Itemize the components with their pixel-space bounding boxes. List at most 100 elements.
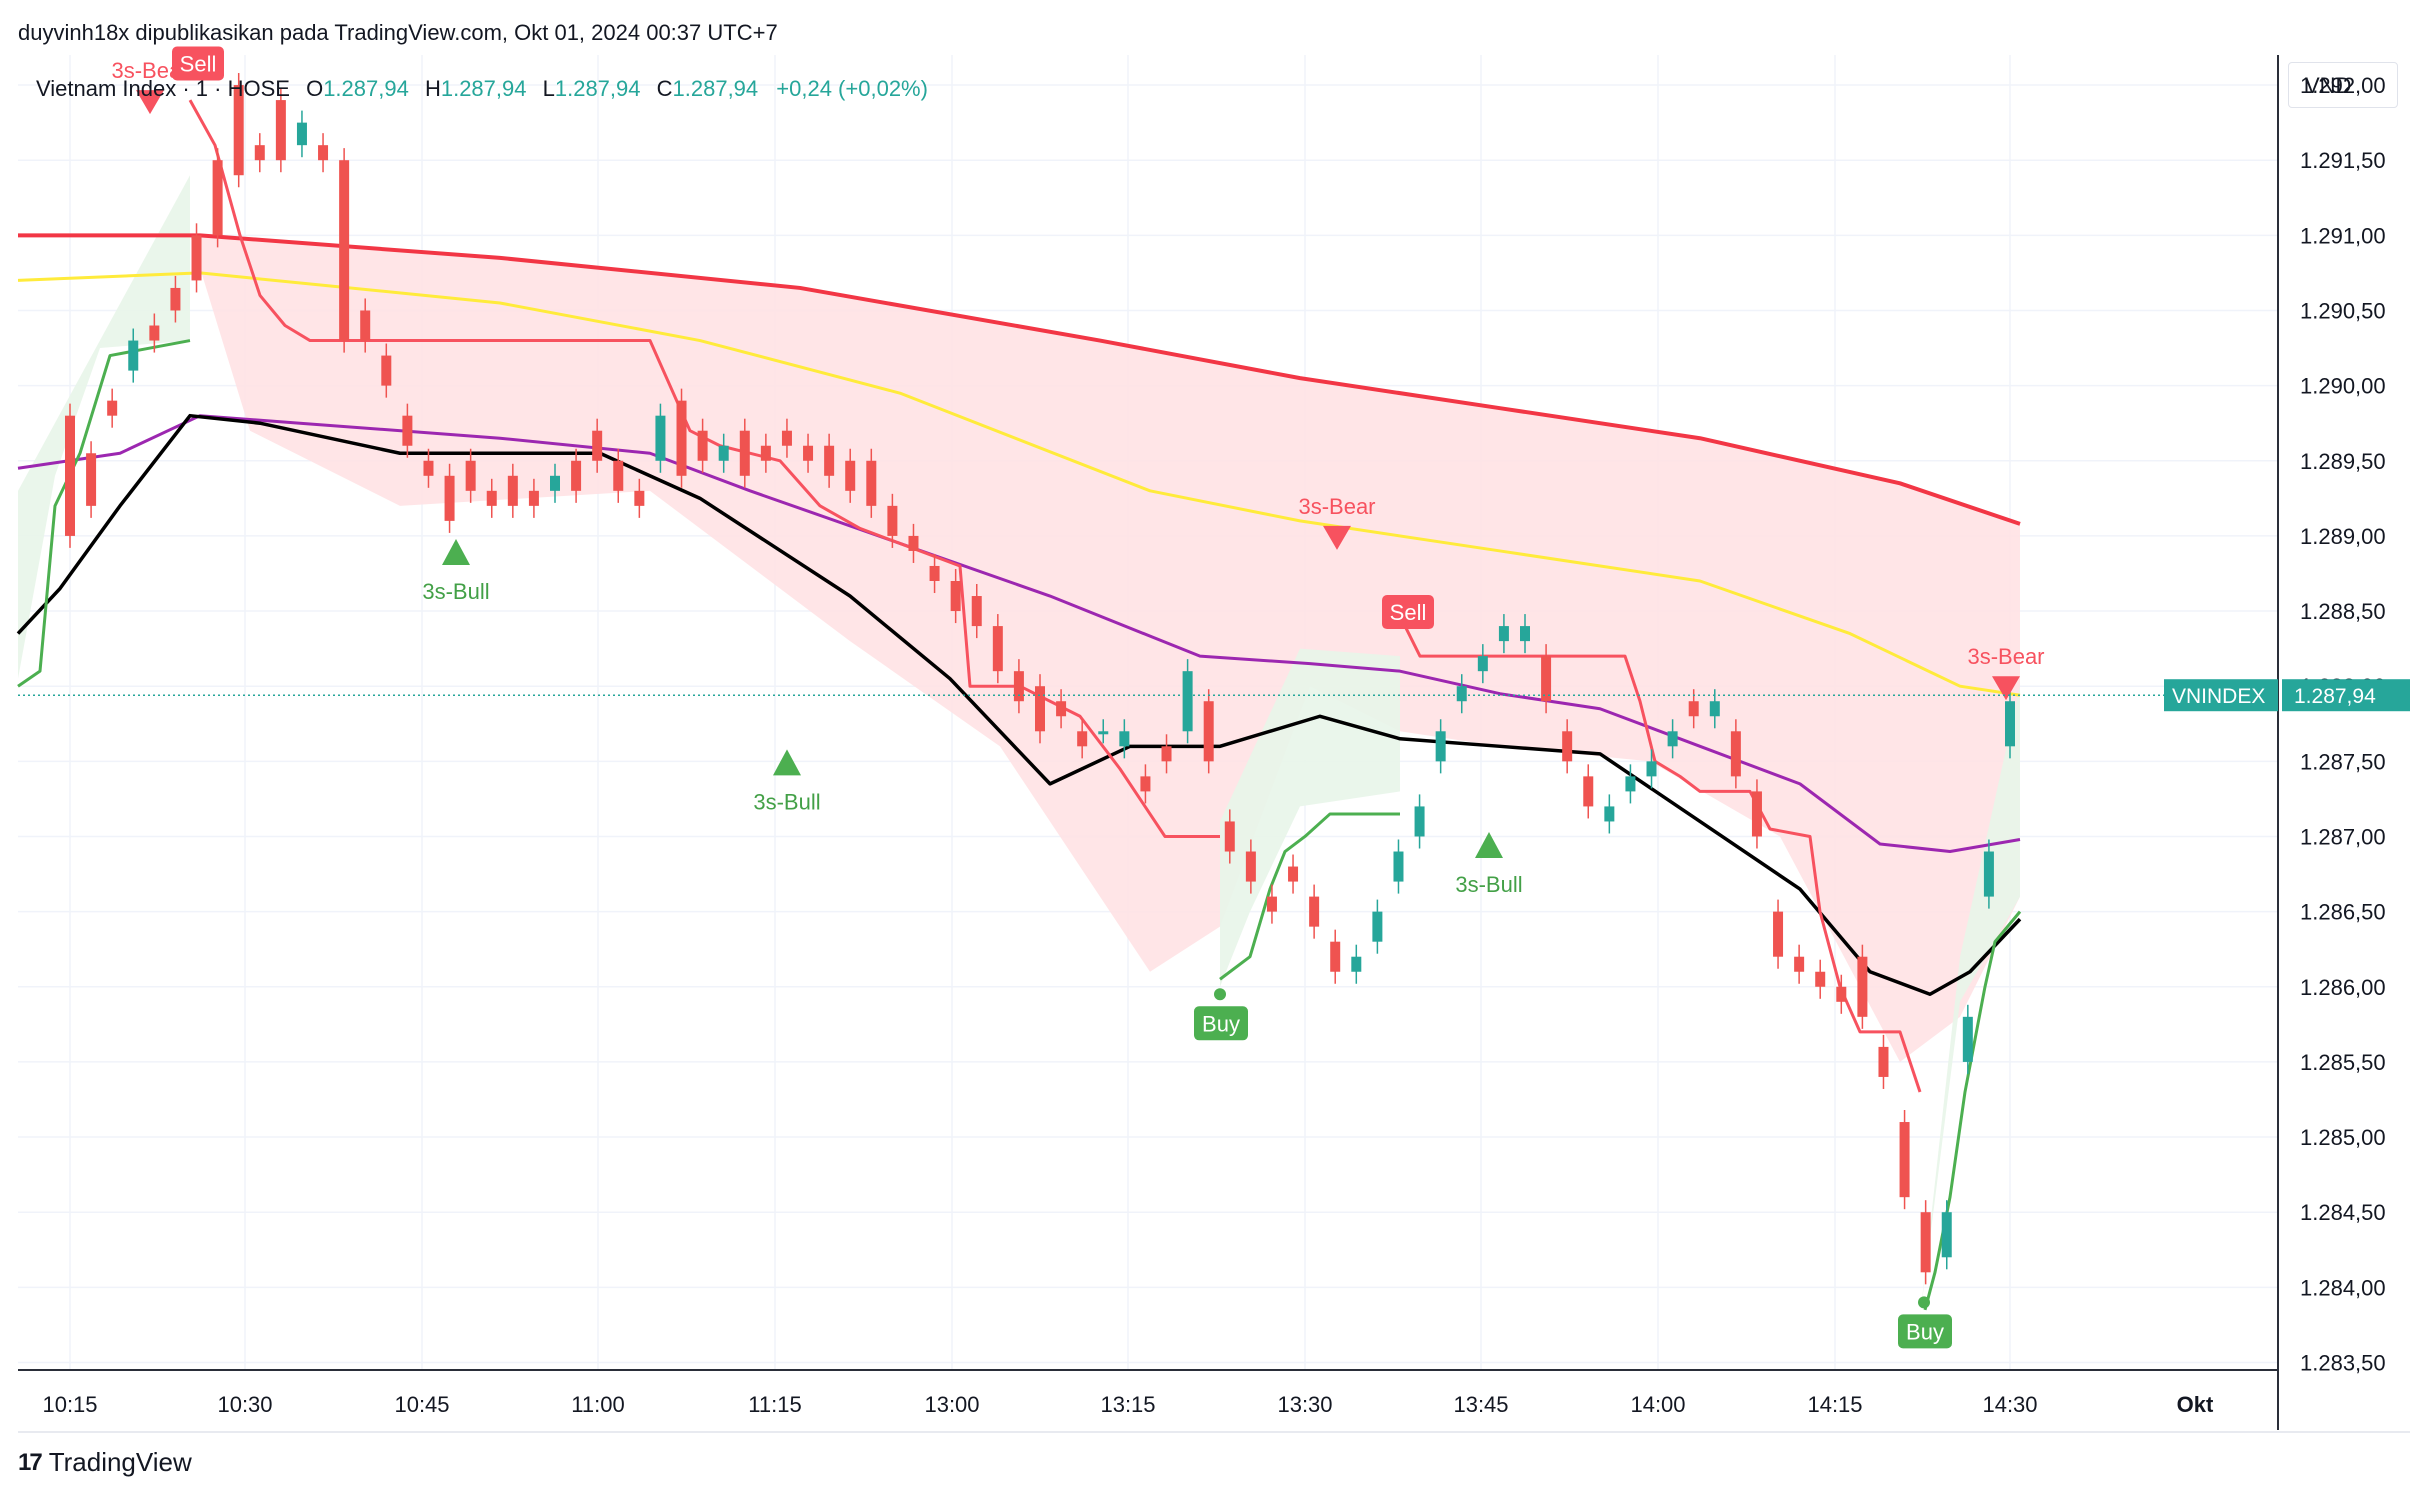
candle-body[interactable] [1520, 626, 1530, 642]
candle-body[interactable] [1709, 701, 1720, 717]
candle-body[interactable] [128, 340, 139, 371]
candle-body[interactable] [233, 85, 244, 176]
candle-body[interactable] [571, 460, 582, 491]
candle-body[interactable] [845, 460, 856, 491]
candle-body[interactable] [1330, 941, 1341, 972]
candle-body[interactable] [1393, 851, 1404, 882]
candle-body[interactable] [1730, 731, 1741, 777]
candle-body[interactable] [1541, 656, 1552, 702]
candle-body[interactable] [1498, 626, 1509, 642]
candle-body[interactable] [739, 430, 750, 476]
candle-body[interactable] [1794, 956, 1805, 972]
candle-body[interactable] [1435, 731, 1446, 762]
candle-body[interactable] [170, 287, 181, 311]
candle-body[interactable] [444, 475, 455, 521]
candle-body[interactable] [1878, 1046, 1889, 1077]
candle-body[interactable] [360, 310, 371, 341]
candle-body[interactable] [465, 460, 476, 491]
candle-body[interactable] [781, 430, 792, 446]
candle-body[interactable] [1899, 1122, 1910, 1198]
candle-body[interactable] [254, 145, 265, 161]
buy-badge[interactable] [1898, 1314, 1952, 1349]
candle-body[interactable] [1309, 896, 1320, 927]
candle-body[interactable] [486, 490, 497, 506]
buy-badge[interactable] [1194, 1006, 1248, 1041]
candle-body[interactable] [929, 565, 940, 581]
candle-body[interactable] [1688, 701, 1699, 717]
candle-body[interactable] [1098, 731, 1109, 735]
candle-body[interactable] [2005, 701, 2015, 747]
candle-body[interactable] [1751, 791, 1762, 837]
candle-body[interactable] [887, 505, 898, 536]
candle-body[interactable] [296, 122, 307, 146]
candle-body[interactable] [1245, 851, 1256, 882]
candle-body[interactable] [718, 445, 729, 461]
candle-body[interactable] [528, 490, 539, 506]
candle-body[interactable] [1941, 1212, 1952, 1258]
candle-body[interactable] [908, 535, 919, 551]
candle-body[interactable] [1646, 761, 1657, 777]
candle-body[interactable] [1625, 776, 1636, 792]
candle-body[interactable] [613, 460, 624, 491]
candle-body[interactable] [275, 100, 286, 161]
candle-body[interactable] [339, 160, 350, 341]
candle-body[interactable] [992, 626, 1003, 672]
tradingview-logo[interactable]: 17 TradingView [18, 1447, 192, 1478]
candle-body[interactable] [402, 415, 413, 446]
candle-body[interactable] [1583, 776, 1594, 807]
candle-body[interactable] [423, 460, 434, 476]
candle-body[interactable] [971, 596, 982, 627]
candle-body[interactable] [1288, 866, 1299, 882]
candle-body[interactable] [655, 415, 666, 461]
candle-body[interactable] [1056, 701, 1067, 717]
candle-body[interactable] [1983, 851, 1994, 897]
candle-body[interactable] [1667, 731, 1678, 747]
candle-body[interactable] [381, 355, 392, 386]
candle-body[interactable] [65, 415, 75, 536]
candle-body[interactable] [1035, 686, 1045, 732]
candle-body[interactable] [824, 445, 835, 476]
candle-body[interactable] [191, 235, 202, 281]
symbol-tag[interactable] [2164, 679, 2278, 712]
candle-body[interactable] [1836, 986, 1847, 1002]
candle-body[interactable] [1077, 731, 1088, 747]
sell-badge[interactable] [172, 46, 224, 81]
candle-body[interactable] [149, 325, 160, 341]
candle-body[interactable] [212, 160, 223, 236]
price-tag[interactable] [2282, 679, 2410, 712]
candle-body[interactable] [318, 145, 329, 161]
candle-body[interactable] [1140, 776, 1151, 792]
candle-body[interactable] [1477, 656, 1488, 672]
candle-body[interactable] [760, 445, 771, 461]
candle-body[interactable] [592, 430, 603, 461]
candle-body[interactable] [1372, 911, 1383, 942]
candle-body[interactable] [1119, 731, 1130, 747]
candle-body[interactable] [1456, 686, 1467, 702]
candle-body[interactable] [1203, 701, 1214, 762]
candle-body[interactable] [1161, 746, 1172, 762]
candle-body[interactable] [1920, 1212, 1931, 1273]
candle-body[interactable] [1224, 821, 1235, 852]
candle-body[interactable] [1857, 956, 1868, 1017]
candle-body[interactable] [107, 400, 118, 416]
candle-body[interactable] [1013, 671, 1024, 702]
symbol-name[interactable]: Vietnam Index · 1 · HOSE [36, 76, 290, 101]
candle-body[interactable] [86, 453, 97, 506]
candle-body[interactable] [1351, 956, 1362, 972]
candle-body[interactable] [634, 490, 645, 506]
candle-body[interactable] [1773, 911, 1784, 957]
candle-body[interactable] [676, 400, 687, 476]
candle-body[interactable] [697, 430, 708, 461]
candle-body[interactable] [803, 445, 814, 461]
candle-body[interactable] [1266, 896, 1277, 912]
candle-body[interactable] [1182, 671, 1193, 732]
candle-body[interactable] [550, 475, 560, 491]
candle-body[interactable] [1604, 806, 1615, 822]
candle-body[interactable] [1815, 971, 1826, 987]
candle-body[interactable] [1962, 1016, 1973, 1062]
currency-button[interactable]: VND [2288, 62, 2398, 108]
candle-body[interactable] [1562, 731, 1573, 762]
candle-body[interactable] [507, 475, 518, 506]
candle-body[interactable] [950, 581, 961, 612]
